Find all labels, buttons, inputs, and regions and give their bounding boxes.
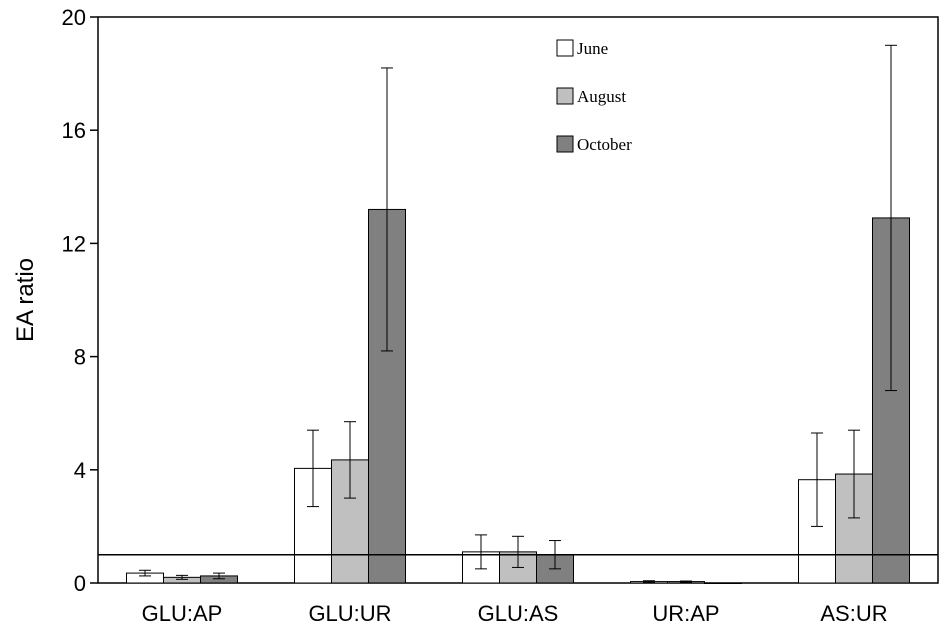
- legend-swatch-august: [556, 87, 574, 105]
- y-tick-label: 4: [74, 458, 86, 483]
- y-tick-label: 0: [74, 571, 86, 596]
- x-tick-label: GLU:UR: [308, 601, 391, 626]
- plot-area: 0 4 8 12 16 20 GLU:AP GLU:UR GLU:AS UR:AP AS:UR: [62, 5, 939, 626]
- y-axis-title: EA ratio: [12, 258, 39, 342]
- legend-label-june: June: [577, 39, 608, 58]
- legend-swatch-june: [556, 39, 574, 57]
- bar-october-ur-ap: [704, 582, 742, 584]
- x-tick-label: GLU:AP: [142, 601, 223, 626]
- legend-swatch-october: [556, 135, 574, 153]
- x-tick-label: UR:AP: [652, 601, 719, 626]
- legend-label-october: October: [577, 135, 632, 154]
- legend-label-august: August: [577, 87, 626, 106]
- y-tick-label: 20: [62, 5, 86, 30]
- y-tick-label: 8: [74, 345, 86, 370]
- legend: June August October: [556, 39, 632, 154]
- x-tick-label: AS:UR: [820, 601, 887, 626]
- y-tick-label: 16: [62, 118, 86, 143]
- x-tick-label: GLU:AS: [478, 601, 559, 626]
- y-tick-label: 12: [62, 231, 86, 256]
